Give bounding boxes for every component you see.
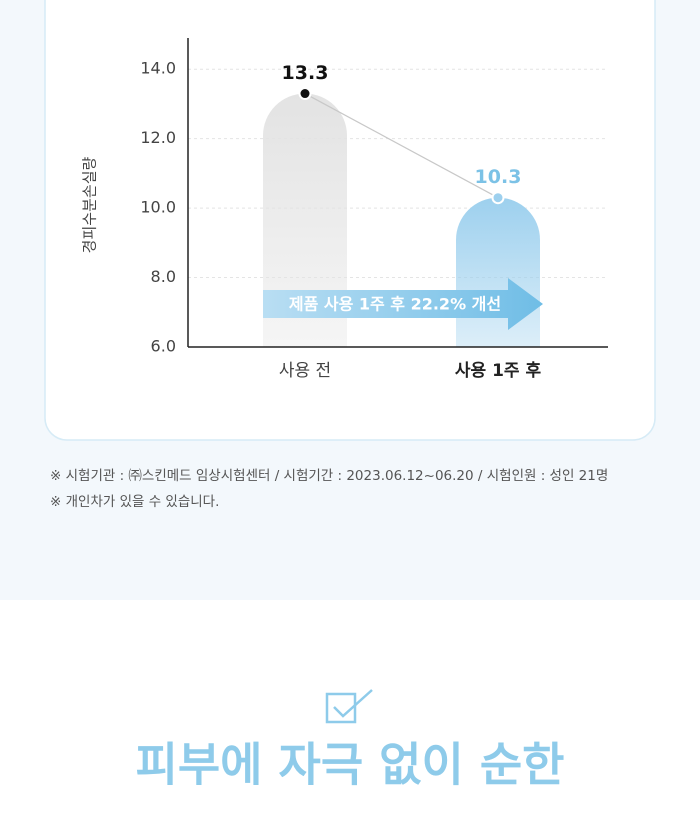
y-tick-label: 6.0 bbox=[151, 337, 176, 356]
y-tick-label: 10.0 bbox=[140, 198, 176, 217]
chart-card bbox=[44, 0, 656, 441]
check-icon bbox=[325, 689, 373, 724]
y-tick-label: 8.0 bbox=[151, 267, 176, 286]
x-tick-label: 사용 1주 후 bbox=[455, 360, 542, 381]
x-tick-label: 사용 전 bbox=[279, 361, 331, 381]
note: ※ 개인차가 있을 수 있습니다. bbox=[50, 494, 219, 510]
annotation-arrow bbox=[263, 278, 543, 330]
annotation: 제품 사용 1주 후 22.2% 개선 bbox=[289, 295, 501, 314]
note: ※ 시험기관 : ㈜스킨메드 임상시험센터 / 시험기간 : 2023.06.1… bbox=[50, 468, 608, 484]
bottom-background bbox=[0, 600, 700, 811]
point bbox=[491, 191, 505, 205]
value-label: 13.3 bbox=[282, 62, 329, 84]
section-heading: 피부에 자극 없이 순한 bbox=[136, 738, 565, 792]
y-tick-label: 14.0 bbox=[140, 59, 176, 78]
bar bbox=[263, 93, 347, 348]
bar bbox=[456, 197, 540, 347]
point bbox=[298, 87, 312, 101]
value-label: 10.3 bbox=[475, 166, 522, 188]
y-axis-label: 경피수분손실량 bbox=[81, 157, 99, 254]
trend-line bbox=[304, 93, 499, 199]
y-tick-label: 12.0 bbox=[140, 128, 176, 147]
